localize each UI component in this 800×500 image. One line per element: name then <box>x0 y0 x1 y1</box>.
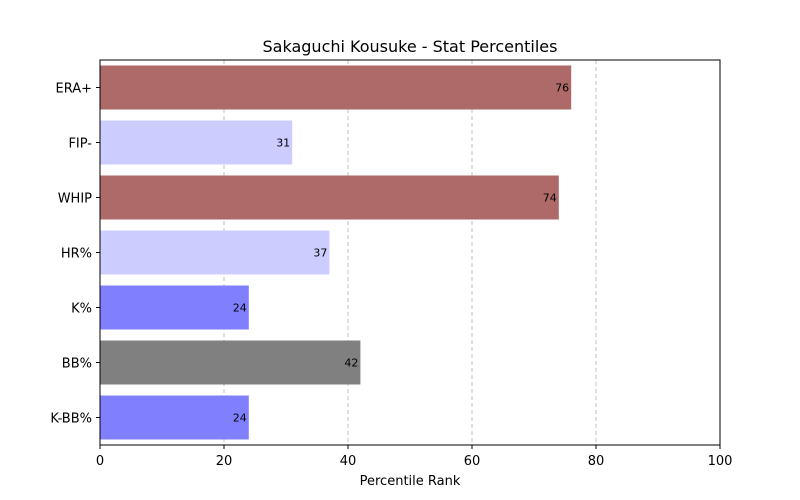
bar-fip- <box>100 120 293 165</box>
bar-value-label: 24 <box>233 302 247 315</box>
y-tick-label: ERA+ <box>55 82 92 97</box>
bar-layer: 76 31 74 37 24 42 24 <box>100 65 572 440</box>
x-tick-label: 100 <box>708 454 733 469</box>
x-tick-label: 20 <box>216 454 233 469</box>
bar-hr- <box>100 230 330 275</box>
y-tick-label: FIP- <box>68 137 92 152</box>
bar-value-label: 74 <box>543 192 557 205</box>
x-tick-label: 0 <box>96 454 104 469</box>
bar-bb- <box>100 340 361 385</box>
chart-title: Sakaguchi Kousuke - Stat Percentiles <box>263 37 558 56</box>
x-tick-label: 60 <box>464 454 481 469</box>
bar-value-label: 37 <box>313 247 327 260</box>
y-tick-label: WHIP <box>58 192 92 207</box>
x-tick-label: 80 <box>588 454 605 469</box>
bar-whip <box>100 175 559 220</box>
bar-k-bb- <box>100 395 249 440</box>
x-axis-label: Percentile Rank <box>360 474 461 489</box>
y-tick-label: K-BB% <box>50 412 92 427</box>
bar-k- <box>100 285 249 330</box>
axis-layer: ERA+ FIP- WHIP HR% K% BB% K-BB% 0 20 40 60 80 100 <box>50 59 733 469</box>
y-tick-label: HR% <box>61 247 92 262</box>
y-tick-label: K% <box>71 302 92 317</box>
plot-frame <box>99 59 721 446</box>
y-tick-label: BB% <box>62 357 92 372</box>
bar-value-label: 31 <box>276 137 290 150</box>
bar-value-label: 42 <box>344 357 358 370</box>
bar-value-label: 24 <box>233 412 247 425</box>
x-tick-label: 40 <box>340 454 357 469</box>
bar-era- <box>100 65 572 110</box>
bar-value-label: 76 <box>555 82 569 95</box>
